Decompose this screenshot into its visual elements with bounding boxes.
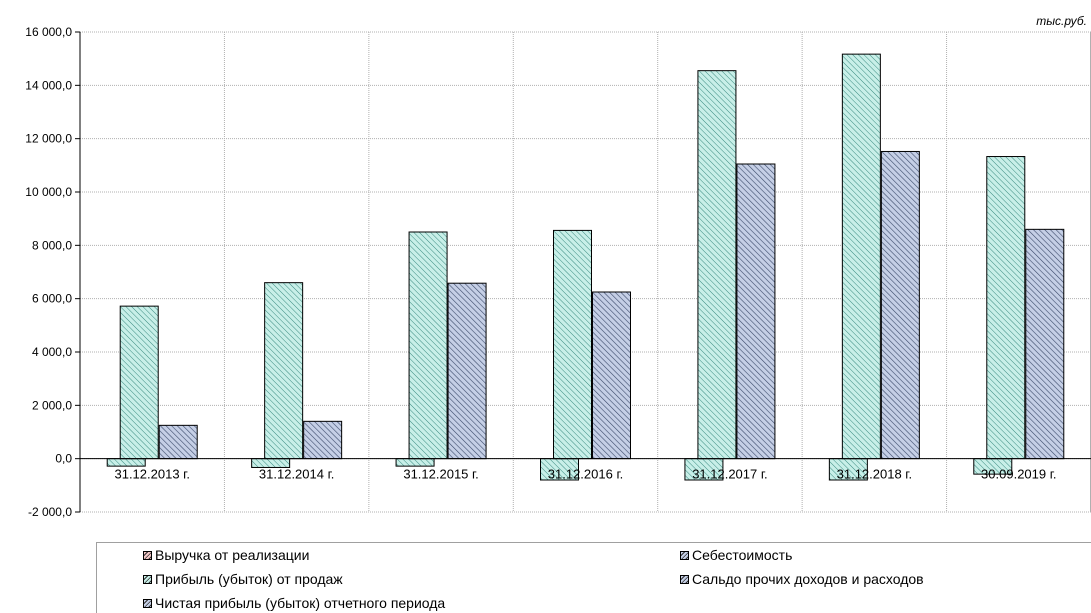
x-tick-label: 31.12.2018 г. xyxy=(837,467,912,482)
y-tick-label: 12 000,0 xyxy=(25,132,72,146)
bar-other-balance xyxy=(106,458,146,467)
bar-other-balance xyxy=(395,458,435,467)
labels: -2 000,0 0,0 2 000,0 4 000,0 6 000,0 8 000,0 1… xyxy=(25,25,1056,519)
legend-label-sales-profit: Прибыль (убыток) от продаж xyxy=(155,571,343,587)
legend-swatch-net-profit xyxy=(143,598,152,608)
bars xyxy=(106,53,1065,481)
x-tick-label: 31.12.2017 г. xyxy=(692,467,767,482)
y-tick-label: 2 000,0 xyxy=(32,398,72,412)
y-tick-label: 4 000,0 xyxy=(32,345,72,359)
legend-label-cost: Себестоимость xyxy=(692,547,793,563)
x-tick-label: 30.09.2019 г. xyxy=(981,467,1056,482)
y-tick-label: 8 000,0 xyxy=(32,238,72,252)
y-tick-label: 16 000,0 xyxy=(25,25,72,39)
bar-net-profit xyxy=(736,163,776,460)
bar-sales-profit xyxy=(697,70,737,460)
x-tick-label: 31.12.2013 г. xyxy=(114,467,189,482)
bar-net-profit xyxy=(158,424,198,460)
legend-swatch-other-balance xyxy=(680,574,689,584)
bar-sales-profit xyxy=(264,282,304,460)
legend-item-other-balance: Сальдо прочих доходов и расходов xyxy=(680,571,924,587)
x-tick-label: 31.12.2014 г. xyxy=(259,467,334,482)
legend-label-other-balance: Сальдо прочих доходов и расходов xyxy=(692,571,924,587)
legend-item-net-profit: Чистая прибыль (убыток) отчетного период… xyxy=(143,595,445,611)
legend-swatch-sales-profit xyxy=(143,574,152,584)
legend-swatch-revenue xyxy=(143,550,152,560)
unit-label: тыс.руб. xyxy=(1036,14,1087,28)
bar-net-profit xyxy=(592,291,631,460)
bar-net-profit xyxy=(303,420,343,460)
axes xyxy=(75,31,1091,513)
bar-sales-profit xyxy=(986,156,1026,460)
chart: -2 000,0 0,0 2 000,0 4 000,0 6 000,0 8 000,0 1… xyxy=(25,25,1091,519)
bar-net-profit xyxy=(447,282,487,460)
legend-item-revenue: Выручка от реализации xyxy=(143,547,309,563)
legend-item-cost: Себестоимость xyxy=(680,547,792,563)
x-tick-label: 31.12.2015 г. xyxy=(403,467,478,482)
bar-net-profit xyxy=(880,150,920,460)
bar-sales-profit xyxy=(119,305,159,460)
legend-label-revenue: Выручка от реализации xyxy=(155,547,310,563)
y-tick-label: 6 000,0 xyxy=(32,292,72,306)
x-tick-label: 31.12.2016 г. xyxy=(548,467,623,482)
bar-sales-profit xyxy=(408,231,448,460)
legend-item-sales-profit: Прибыль (убыток) от продаж xyxy=(143,571,343,587)
legend-swatch-cost xyxy=(680,550,689,560)
legend-label-net-profit: Чистая прибыль (убыток) отчетного период… xyxy=(155,595,446,611)
y-tick-label: 14 000,0 xyxy=(25,78,72,92)
legend: Выручка от реализации Себестоимость Приб… xyxy=(96,542,1091,613)
bar-sales-profit xyxy=(841,53,881,460)
y-tick-label: 0,0 xyxy=(55,452,72,466)
bar-net-profit xyxy=(1025,228,1065,460)
y-tick-label: 10 000,0 xyxy=(25,185,72,199)
y-tick-label: -2 000,0 xyxy=(28,505,72,519)
bar-sales-profit xyxy=(553,229,592,460)
